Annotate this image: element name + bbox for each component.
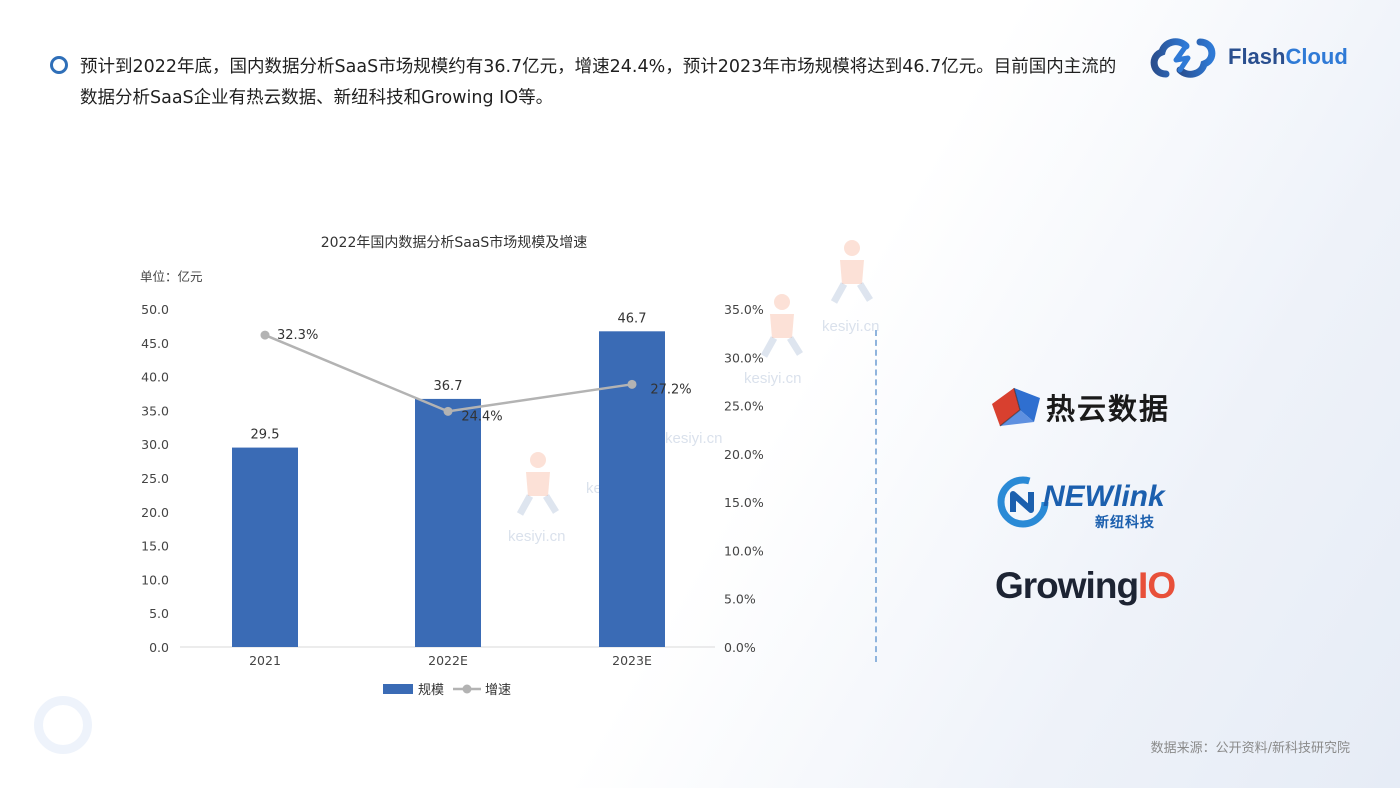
y-right-tick-label: 5.0%: [724, 592, 756, 607]
y-left-tick-label: 40.0: [141, 370, 169, 385]
y-right-tick-label: 35.0%: [724, 302, 764, 317]
y-left-tick-label: 30.0: [141, 437, 169, 452]
bar: [232, 447, 298, 647]
line-data-label: 24.4%: [461, 409, 502, 424]
y-right-tick-label: 30.0%: [724, 350, 764, 365]
y-left-tick-label: 15.0: [141, 539, 169, 554]
reyun-logo: 热云数据: [990, 382, 1190, 432]
unit-label: 单位：亿元: [140, 269, 203, 284]
line-point: [627, 379, 637, 389]
watermark-figure-icon: [516, 452, 559, 516]
line-series: 32.3% 24.4% 27.2%: [260, 328, 692, 424]
y-left-tick-label: 45.0: [141, 336, 169, 351]
line-point: [260, 330, 270, 340]
watermark-text: kesiyi.cn: [744, 370, 802, 387]
line-point: [443, 406, 453, 416]
x-tick-label: 2021: [249, 653, 281, 668]
newlink-logo: NEWlink 新纽科技: [995, 474, 1185, 532]
newlink-swirl-icon: [997, 476, 1049, 528]
line-data-label: 32.3%: [277, 328, 318, 343]
bar-data-label: 29.5: [251, 428, 280, 443]
newlink-name: NEWlink: [1043, 480, 1165, 513]
chart-title: 2022年国内数据分析SaaS市场规模及增速: [321, 234, 588, 251]
bar: [599, 331, 665, 647]
reyun-mark-icon: [992, 387, 1040, 427]
intro-paragraph: 预计到2022年底，国内数据分析SaaS市场规模约有36.7亿元，增速24.4%…: [80, 57, 1117, 108]
y-right-tick-label: 25.0%: [724, 399, 764, 414]
bar-data-label: 46.7: [618, 311, 647, 326]
x-axis: 2021 2022E 2023E: [249, 653, 652, 668]
y-left-tick-label: 5.0: [149, 606, 169, 621]
watermark-text: kesiyi.cn: [508, 528, 566, 545]
bar: [415, 398, 481, 647]
y-right-tick-label: 15.0%: [724, 495, 764, 510]
y-left-tick-label: 25.0: [141, 471, 169, 486]
line-data-label: 27.2%: [650, 382, 691, 397]
decorative-ring: [34, 696, 92, 754]
y-left-tick-label: 50.0: [141, 302, 169, 317]
y-axis-right: 0.0% 5.0% 10.0% 15.0% 20.0% 25.0% 30.0% 35.0%: [724, 302, 764, 655]
brand-logo: FlashCloud: [1146, 34, 1366, 82]
flashcloud-icon: [1150, 38, 1216, 78]
bar-series: 29.5 36.7 46.7: [232, 311, 665, 647]
watermark-text: kesiyi.cn: [665, 430, 723, 447]
brand-name: FlashCloud: [1228, 44, 1348, 69]
growingio-name: GrowingIO: [995, 565, 1176, 606]
watermark-figure-icon: [760, 294, 803, 358]
y-left-tick-label: 0.0: [149, 640, 169, 655]
y-left-tick-label: 20.0: [141, 505, 169, 520]
growingio-logo: GrowingIO: [995, 562, 1195, 610]
x-tick-label: 2023E: [612, 653, 652, 668]
market-chart: 2022年国内数据分析SaaS市场规模及增速 单位：亿元 0.0 5.0 10.0 1…: [140, 234, 764, 698]
x-tick-label: 2022E: [428, 653, 468, 668]
watermark-figure-icon: [830, 240, 873, 304]
legend-swatch-bar: [383, 684, 413, 694]
y-left-tick-label: 10.0: [141, 572, 169, 587]
newlink-subtitle: 新纽科技: [1095, 515, 1155, 531]
data-source: 数据来源：公开资料/新科技研究院: [1150, 741, 1350, 756]
bullet-icon: [50, 56, 68, 74]
watermark-text: kesiyi.cn: [822, 318, 880, 335]
y-right-tick-label: 20.0%: [724, 447, 764, 462]
reyun-name: 热云数据: [1046, 392, 1171, 426]
legend-label-bar: 规模: [418, 683, 444, 698]
legend-swatch-marker: [462, 684, 472, 694]
vertical-divider: [875, 330, 877, 662]
y-right-tick-label: 10.0%: [724, 543, 764, 558]
legend-label-line: 增速: [485, 683, 511, 698]
bar-data-label: 36.7: [434, 379, 463, 394]
y-axis-left: 0.0 5.0 10.0 15.0 20.0 25.0 30.0 35.0 40.0 45.0 50…: [141, 302, 169, 655]
y-right-tick-label: 0.0%: [724, 640, 756, 655]
legend: 规模 增速: [383, 683, 511, 698]
y-left-tick-label: 35.0: [141, 403, 169, 418]
